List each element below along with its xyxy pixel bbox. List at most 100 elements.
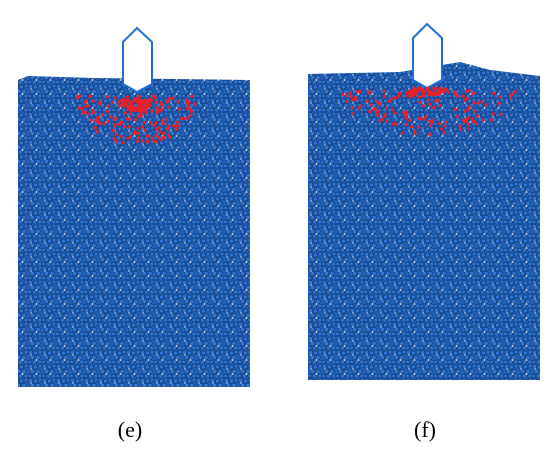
fracture-particle [164, 117, 168, 121]
fracture-particle [95, 116, 100, 120]
fracture-particle [428, 102, 432, 106]
fracture-particle [444, 120, 448, 124]
fracture-particle [390, 97, 394, 101]
fracture-particle [140, 107, 144, 112]
fracture-particle [98, 102, 102, 106]
fracture-particle [111, 128, 115, 133]
fracture-particle [400, 131, 404, 135]
fracture-particle [139, 112, 143, 117]
fracture-particle [145, 140, 149, 144]
fracture-particle [353, 95, 357, 99]
fracture-particle [123, 124, 127, 129]
fracture-particle [155, 106, 159, 110]
fracture-particle [125, 98, 129, 102]
fracture-particle [88, 94, 92, 98]
fracture-particle [475, 114, 479, 118]
fracture-particle [474, 122, 478, 126]
fracture-particle [160, 119, 164, 123]
fracture-particle [421, 104, 425, 108]
fracture-particle [422, 89, 426, 93]
panel-f: (f) [308, 22, 540, 442]
fracture-particle [378, 119, 382, 123]
fracture-particle [171, 124, 175, 128]
fracture-particle [175, 120, 180, 124]
fracture-particle [114, 132, 118, 137]
fracture-particle [367, 91, 371, 95]
fracture-particle [436, 98, 441, 102]
fracture-particle [491, 91, 496, 96]
fracture-particle [416, 86, 420, 91]
fracture-particle [125, 116, 129, 120]
fracture-particle [135, 139, 139, 143]
fracture-particle [136, 114, 140, 118]
fracture-particle [91, 111, 96, 115]
fracture-particle [453, 90, 457, 94]
panel-e: (e) [18, 26, 250, 442]
fracture-particle [153, 96, 157, 100]
fracture-particle [136, 132, 140, 136]
fracture-particle [463, 98, 467, 102]
fracture-particle [432, 105, 436, 110]
fracture-particle [184, 101, 189, 105]
fracture-particle [498, 95, 503, 99]
fracture-particle [476, 101, 480, 105]
fracture-particle [127, 125, 131, 129]
fracture-particle [140, 125, 144, 129]
fracture-particle [123, 104, 128, 108]
fracture-particle [409, 90, 413, 95]
fracture-particle [402, 110, 406, 115]
fracture-particle [376, 113, 380, 117]
fracture-particle [183, 116, 187, 121]
fracture-particle [131, 105, 135, 109]
fracture-particle [411, 90, 416, 94]
fracture-particle [120, 99, 124, 104]
fracture-particle [471, 92, 475, 96]
fracture-particle [417, 125, 421, 129]
fracture-particle [148, 121, 153, 125]
fracture-particle [393, 96, 398, 100]
fracture-particle [143, 99, 147, 103]
fracture-particle [128, 100, 133, 104]
fracture-particle [350, 98, 355, 102]
fracture-particle [442, 130, 446, 135]
fracture-particle [156, 135, 161, 139]
fracture-particle [119, 103, 123, 107]
fracture-particle [138, 103, 143, 107]
fracture-particle [497, 101, 501, 105]
fracture-particle [137, 109, 141, 113]
fracture-particles [75, 94, 197, 144]
fracture-particle [117, 122, 122, 126]
fracture-particle [470, 117, 474, 121]
fracture-particle [83, 110, 88, 114]
fracture-particle [438, 103, 442, 108]
fracture-particle [433, 99, 438, 103]
fracture-particle [391, 122, 395, 126]
fracture-particle [368, 110, 372, 114]
fracture-particle [114, 116, 118, 120]
fracture-particle [355, 89, 360, 94]
fracture-particle [187, 100, 191, 104]
fracture-particle [144, 110, 148, 114]
fracture-particle [83, 104, 88, 109]
fracture-particle [414, 92, 418, 96]
fracture-particle [433, 90, 437, 94]
fracture-particle [465, 89, 470, 93]
fracture-particle [158, 109, 162, 113]
fracture-particle [152, 139, 156, 144]
fracture-particle [438, 87, 442, 91]
fracture-particle [137, 94, 141, 99]
fracture-particle [473, 109, 477, 113]
fracture-particle [430, 118, 434, 122]
fracture-particle [165, 127, 170, 131]
fracture-particle [80, 106, 84, 111]
fracture-particle [413, 131, 417, 135]
fracture-particle [119, 134, 123, 139]
fracture-particle [382, 94, 386, 98]
fracture-particle [110, 101, 114, 105]
fracture-particle [141, 100, 145, 104]
fracture-particle [419, 88, 424, 92]
fracture-particle [155, 111, 159, 115]
fracture-particle [376, 109, 380, 113]
fracture-particle [87, 104, 91, 108]
